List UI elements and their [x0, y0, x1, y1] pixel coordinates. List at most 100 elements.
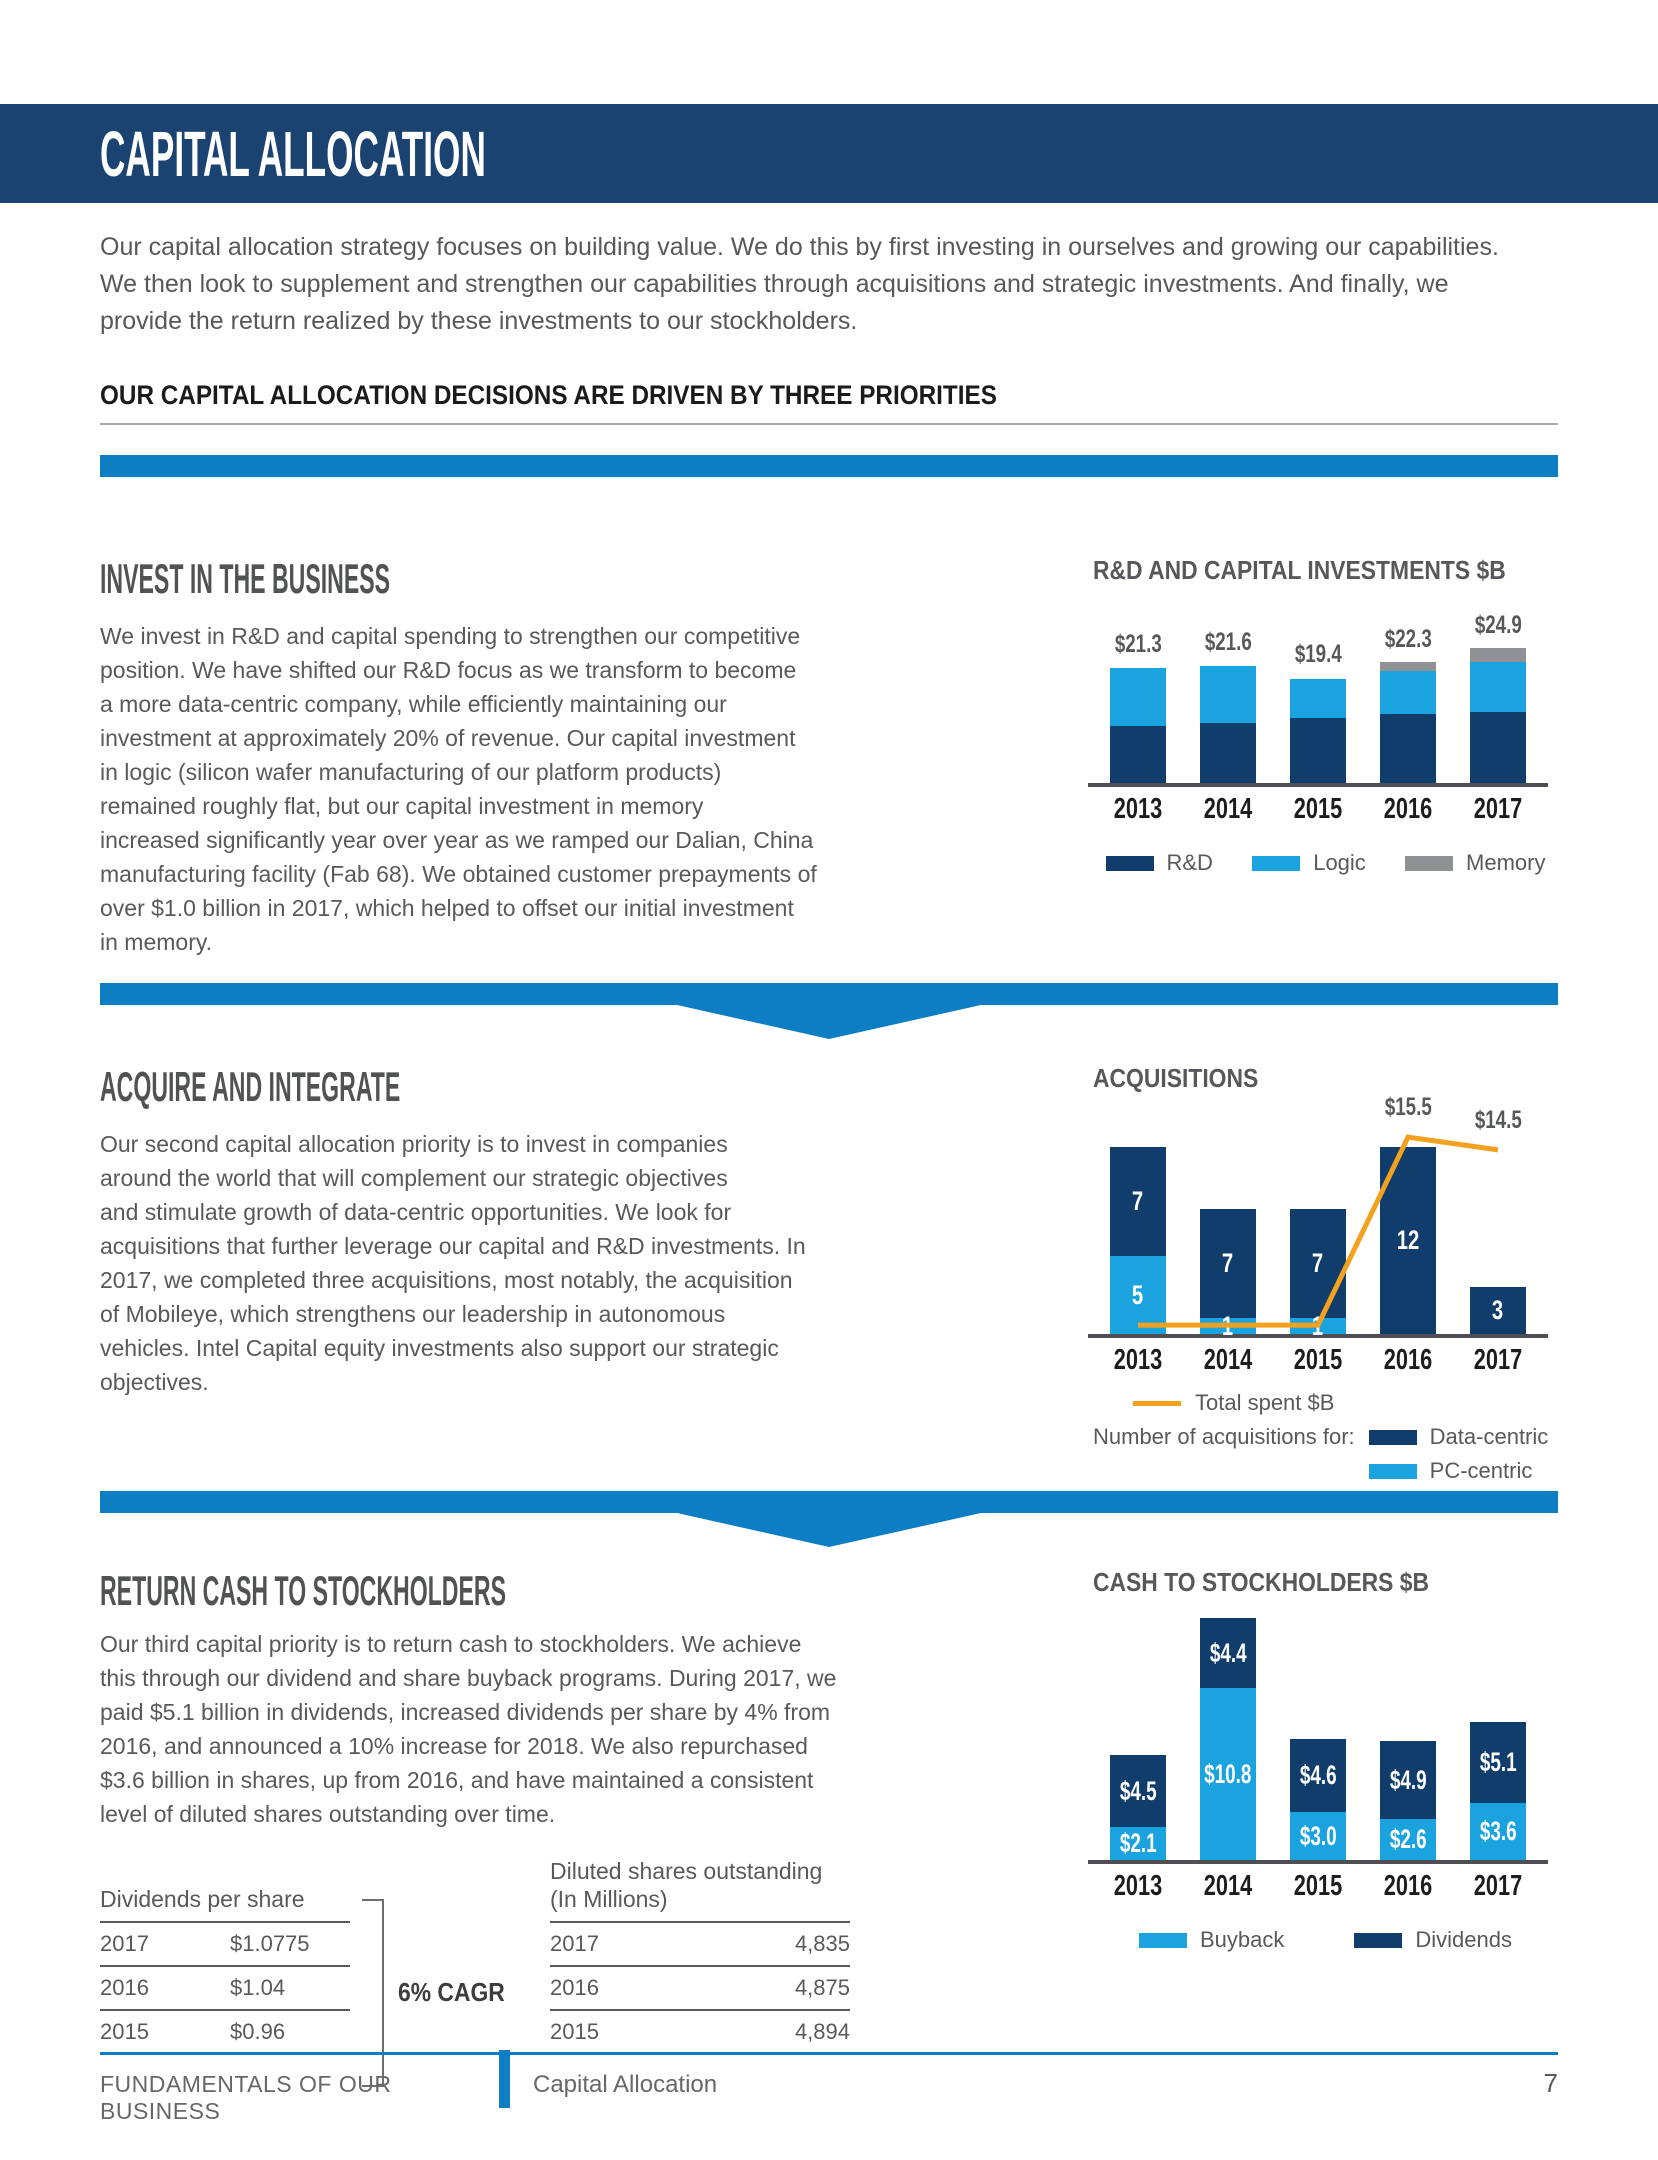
row-value: $0.96: [230, 2019, 286, 2044]
cash-bar-plot: $2.1 $4.5 $10.8 $4.4 $3.0 $4.6 $2.6 $4.9 $3.6 $5.…: [1093, 1610, 1543, 1860]
chart-acquisitions-title: ACQUISITIONS: [1093, 1063, 1259, 1093]
blue-divider-arrow-2: [100, 1491, 1558, 1547]
footer-page-number: 7: [1543, 2068, 1558, 2098]
row-year: 2016: [100, 1975, 149, 2000]
legend-note: Number of acquisitions for:: [1093, 1424, 1355, 1449]
acquisitions-bar-plot: 5 7 1 7 1 7 12 3 $15.5 $14.5: [1093, 1093, 1543, 1341]
year-label: 2015: [1273, 1870, 1363, 1903]
dividends-table-title: Dividends per share: [100, 1886, 305, 1912]
year-text: 2016: [1383, 793, 1433, 825]
bar-segment-data-centric: 3: [1470, 1287, 1526, 1334]
legend-item-memory: Memory: [1405, 850, 1546, 876]
bar-total-label: $21.6: [1183, 628, 1273, 657]
shares-table-rows: 2017 4,835 2016 4,875 2015 4,894: [550, 1921, 850, 2055]
shares-table: Diluted shares outstanding (In Millions)…: [550, 1853, 850, 2055]
bar-segment-r-d: [1110, 726, 1166, 783]
bar-value-label: $2.6: [1389, 1824, 1427, 1854]
bar-segment-buyback: $2.1: [1110, 1827, 1166, 1860]
footer-rule: [100, 2052, 1558, 2055]
footer-section-name: Capital Allocation: [533, 2071, 718, 2098]
bar-total-label: $22.3: [1363, 625, 1453, 654]
row-year: 2017: [100, 1931, 149, 1956]
bar-column: $10.8 $4.4: [1183, 1610, 1273, 1860]
year-text: 2015: [1293, 793, 1343, 825]
year-text: 2017: [1473, 793, 1523, 825]
legend-label: Memory: [1466, 850, 1546, 875]
row-year: 2016: [550, 1975, 599, 2000]
section-return-body: Our third capital priority is to return …: [100, 1631, 837, 1827]
bar-total-label: $21.3: [1093, 630, 1183, 659]
rd-capital-year-labels: 2013 2014 2015 2016 2017: [1093, 793, 1543, 826]
year-text: 2015: [1293, 1344, 1343, 1376]
bar-column: 3: [1453, 1106, 1543, 1334]
bar-segment-memory: [1470, 648, 1526, 662]
legend-swatch: [1252, 855, 1301, 871]
line-value-label: $15.5: [1338, 1093, 1478, 1122]
x-axis: [1088, 783, 1548, 787]
row-value: 4,875: [794, 1975, 850, 2000]
bar-segment-dividends: $4.9: [1380, 1741, 1436, 1819]
bar-value-label: 5: [1132, 1279, 1144, 1310]
bar-segment-buyback: $3.6: [1470, 1803, 1526, 1860]
bar-value-label: $2.1: [1119, 1828, 1157, 1858]
year-text: 2014: [1203, 1870, 1253, 1902]
row-year: 2017: [550, 1931, 599, 1956]
cagr-label: 6% CAGR: [398, 1977, 505, 2007]
year-text: 2013: [1113, 1870, 1163, 1902]
bar-segment-data-centric: 7: [1200, 1209, 1256, 1318]
bar-segment-dividends: $5.1: [1470, 1722, 1526, 1803]
cagr-bracket: [362, 1899, 384, 2087]
bar-segment-logic: [1380, 671, 1436, 714]
year-label: 2013: [1093, 1870, 1183, 1903]
year-label: 2017: [1453, 1870, 1543, 1903]
row-value: $1.04: [230, 1975, 286, 2000]
table-row: 2015 4,894: [550, 2009, 850, 2053]
bar-total-text: $22.3: [1384, 625, 1432, 653]
cash-legend: Buyback Dividends: [1104, 1927, 1548, 1953]
bar-total-label: $19.4: [1273, 640, 1363, 669]
legend-label: Logic: [1313, 850, 1366, 875]
chart-rd-capital: R&D AND CAPITAL INVESTMENTS $B $21.3 $21.…: [1088, 555, 1558, 876]
page-title: CAPITAL ALLOCATION: [100, 117, 486, 190]
bar-segment-dividends: $4.6: [1290, 1739, 1346, 1812]
bar-total-text: $21.6: [1204, 628, 1252, 656]
bar-segment-r-d: [1470, 712, 1526, 783]
section-invest-text: INVEST IN THE BUSINESS We invest in R&D …: [100, 555, 930, 959]
cash-year-labels: 2013 2014 2015 2016 2017: [1093, 1870, 1543, 1903]
bar-column: $21.3: [1093, 598, 1183, 783]
row-year: 2015: [550, 2019, 599, 2044]
year-text: 2013: [1113, 1344, 1163, 1376]
bar-column: $2.1 $4.5: [1093, 1610, 1183, 1860]
bar-segment-dividends: $4.5: [1110, 1755, 1166, 1827]
x-axis: [1088, 1334, 1548, 1338]
rd-capital-bar-plot: $21.3 $21.6 $19.4 $22.3 $24.9: [1093, 598, 1543, 783]
section-return-heading: RETURN CASH TO STOCKHOLDERS: [100, 1567, 506, 1614]
bar-value-label: $4.6: [1299, 1760, 1337, 1790]
section-acquire-text: ACQUIRE AND INTEGRATE Our second capital…: [100, 1063, 930, 1399]
legend-label: PC-centric: [1429, 1458, 1533, 1483]
bar-segment-buyback: $3.0: [1290, 1812, 1346, 1860]
bar-segment-dividends: $4.4: [1200, 1618, 1256, 1688]
bar-segment-logic: [1470, 662, 1526, 712]
table-row: 2017 4,835: [550, 1921, 850, 1965]
bar-segment-r-d: [1380, 714, 1436, 783]
bar-segment-memory: [1380, 662, 1436, 671]
year-label: 2015: [1273, 1344, 1363, 1377]
year-label: 2014: [1183, 1870, 1273, 1903]
bar-value-label: 12: [1396, 1225, 1420, 1255]
bar-column: $3.6 $5.1: [1453, 1610, 1543, 1860]
bar-value-label: 7: [1132, 1186, 1144, 1216]
bar-value-label: $3.6: [1479, 1816, 1517, 1846]
bar-segment-r-d: [1290, 718, 1346, 783]
data-centric-swatch: [1368, 1429, 1417, 1445]
year-text: 2013: [1113, 793, 1163, 825]
dividends-table-rows: 2017 $1.0775 2016 $1.04 2015 $0.96: [100, 1921, 350, 2055]
year-label: 2013: [1093, 1344, 1183, 1377]
legend-total-spent: Total spent $B: [1133, 1389, 1558, 1417]
bar-segment-logic: [1110, 668, 1166, 726]
row-year: 2015: [100, 2019, 149, 2044]
bar-total-text: $19.4: [1294, 640, 1342, 668]
legend-item-data-centric: Data-centric: [1368, 1423, 1548, 1451]
legend-swatch: [1139, 1932, 1187, 1948]
